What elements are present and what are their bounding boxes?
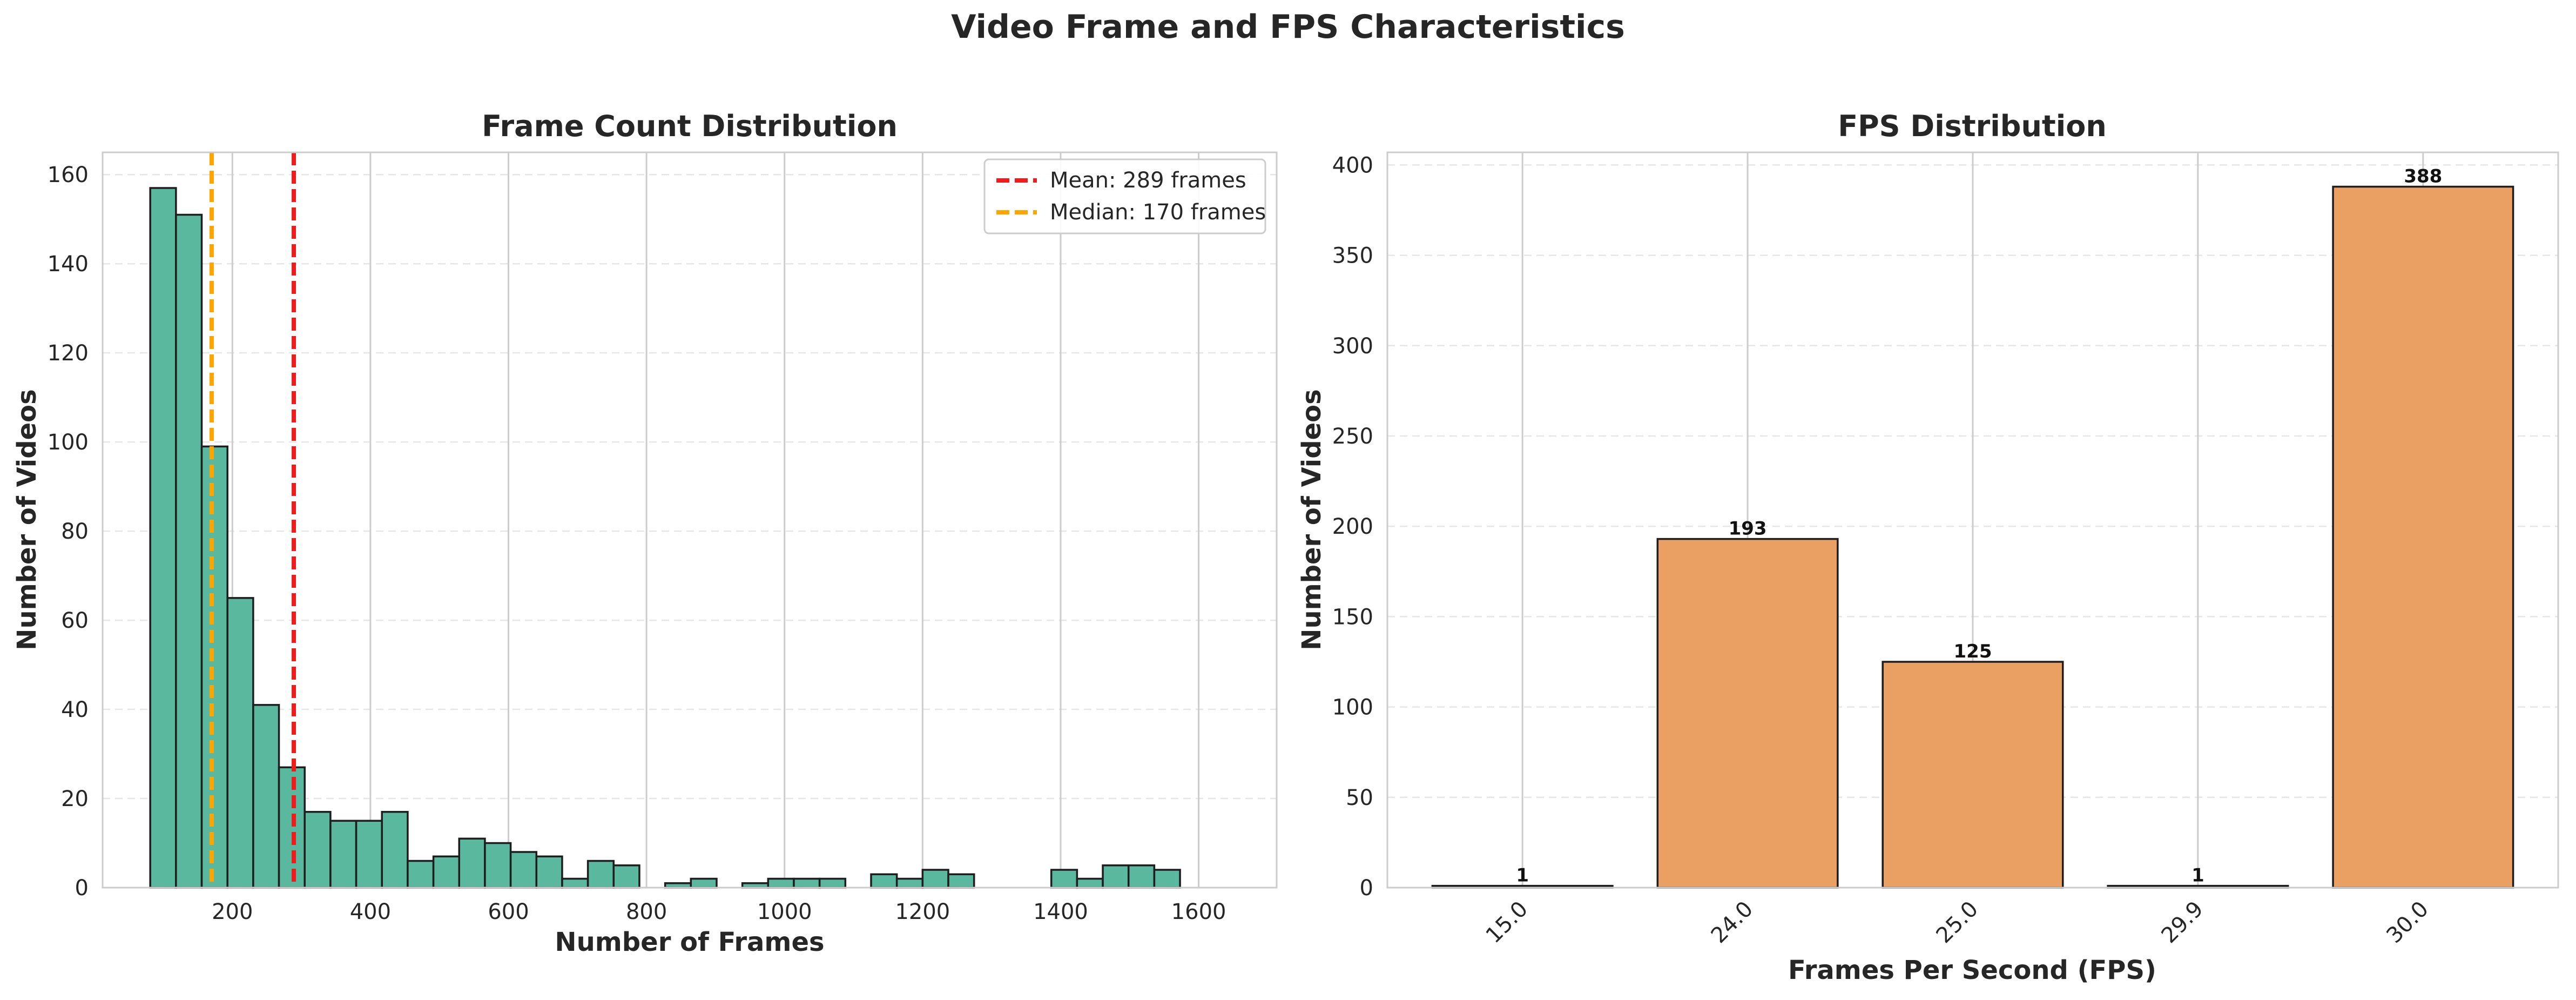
histogram-y-tick-label: 40 [61, 697, 89, 722]
histogram-x-axis-label: Number of Frames [555, 927, 824, 957]
histogram-y-tick-label: 80 [61, 519, 89, 544]
fps-bar-value-label: 193 [1729, 518, 1767, 540]
histogram-bar [1153, 869, 1181, 889]
histogram-x-tick-label: 1200 [895, 900, 950, 924]
fps-y-tick-label: 200 [1332, 514, 1373, 539]
histogram-y-tick-label: 60 [61, 608, 89, 633]
histogram-plot-frame [102, 151, 1278, 889]
fps-bar-value-label: 388 [2404, 166, 2442, 187]
histogram-bar [200, 445, 228, 889]
histogram-bar [226, 597, 254, 889]
histogram-y-tick-label: 20 [61, 787, 89, 811]
histogram-reference-lines [209, 152, 296, 888]
fps-y-tick-label: 0 [1360, 876, 1373, 901]
histogram-bar [535, 855, 563, 889]
histogram-y-tick-label: 120 [48, 341, 89, 366]
histogram-x-tick-label: 800 [626, 900, 667, 924]
fps-y-tick-label: 400 [1332, 153, 1373, 178]
histogram-x-tick-label: 1000 [757, 900, 812, 924]
histogram-bar [921, 869, 949, 889]
frame-count-histogram: Frame Count Distribution 200 400 600 800 100… [12, 109, 1278, 957]
histogram-bar [586, 860, 615, 889]
histogram-y-ticks: 0 20 40 60 80 100 120 140 160 [48, 163, 89, 901]
histogram-bar [252, 704, 280, 889]
histogram-y-tick-label: 100 [48, 430, 89, 455]
fps-y-tick-label: 250 [1332, 424, 1373, 449]
histogram-bar [1127, 864, 1156, 889]
histogram-bar [818, 877, 847, 889]
histogram-bar [1050, 869, 1078, 889]
histogram-bar [458, 837, 486, 889]
histogram-bar [870, 873, 898, 889]
histogram-y-tick-label: 160 [48, 163, 89, 187]
histogram-x-ticks: 200 400 600 800 1000 1200 1400 1600 [212, 900, 1226, 924]
histogram-y-tick-label: 0 [75, 876, 89, 901]
fps-chart-title: FPS Distribution [1838, 109, 2107, 143]
histogram-bar [895, 877, 924, 889]
histogram-bar [484, 842, 512, 889]
fps-bar [2332, 185, 2514, 889]
fps-y-tick-label: 50 [1346, 786, 1373, 810]
fps-y-axis-label: Number of Videos [1297, 389, 1327, 650]
histogram-bar [690, 877, 718, 889]
histogram-bar [381, 811, 409, 889]
histogram-bar [947, 873, 975, 889]
histogram-bar [355, 820, 383, 889]
histogram-bar [1076, 877, 1104, 889]
histogram-x-tick-label: 1600 [1171, 900, 1226, 924]
histogram-x-tick-label: 400 [350, 900, 391, 924]
histogram-bar [175, 213, 203, 889]
histogram-legend: Mean: 289 frames Median: 170 frames [983, 158, 1266, 234]
legend-mean-label: Mean: 289 frames [1050, 168, 1246, 193]
histogram-x-tick-label: 1400 [1033, 900, 1088, 924]
fps-plot-frame [1386, 151, 2559, 889]
histogram-bar [432, 855, 461, 889]
histogram-bar [767, 877, 795, 889]
fps-x-axis-label: Frames Per Second (FPS) [1788, 955, 2156, 985]
histogram-y-axis-label: Number of Videos [12, 389, 42, 650]
fps-data-labels: 1 193 125 1 388 [1516, 166, 2442, 887]
histogram-x-tick-label: 600 [488, 900, 529, 924]
histogram-title: Frame Count Distribution [482, 109, 898, 143]
histogram-bar [612, 864, 640, 889]
histogram-bar [407, 860, 435, 889]
histogram-bar [561, 877, 589, 889]
fps-bar [1882, 661, 2064, 889]
fps-y-tick-label: 300 [1332, 334, 1373, 359]
fps-bar [1656, 538, 1839, 889]
histogram-bar [1102, 864, 1130, 889]
figure-title: Video Frame and FPS Characteristics [951, 8, 1625, 46]
legend-median-label: Median: 170 frames [1050, 200, 1266, 225]
histogram-bar [329, 820, 358, 889]
fps-y-tick-label: 350 [1332, 244, 1373, 269]
histogram-y-tick-label: 140 [48, 252, 89, 277]
histogram-x-tick-label: 200 [212, 900, 253, 924]
histogram-bar [793, 877, 821, 889]
histogram-bar [149, 187, 177, 889]
fps-y-tick-label: 100 [1332, 695, 1373, 720]
histogram-bars [149, 187, 1181, 889]
histogram-bar [509, 851, 538, 889]
fps-bars [1431, 185, 2514, 889]
fps-bar-value-label: 1 [1516, 865, 1529, 887]
fps-bar-value-label: 125 [1954, 641, 1992, 662]
fps-bar-value-label: 1 [2191, 865, 2204, 887]
histogram-bar [304, 811, 332, 889]
legend-box [983, 158, 1266, 234]
fps-y-ticks: 0 50 100 150 200 250 300 350 400 [1332, 153, 1373, 901]
fps-y-tick-label: 150 [1332, 605, 1373, 629]
